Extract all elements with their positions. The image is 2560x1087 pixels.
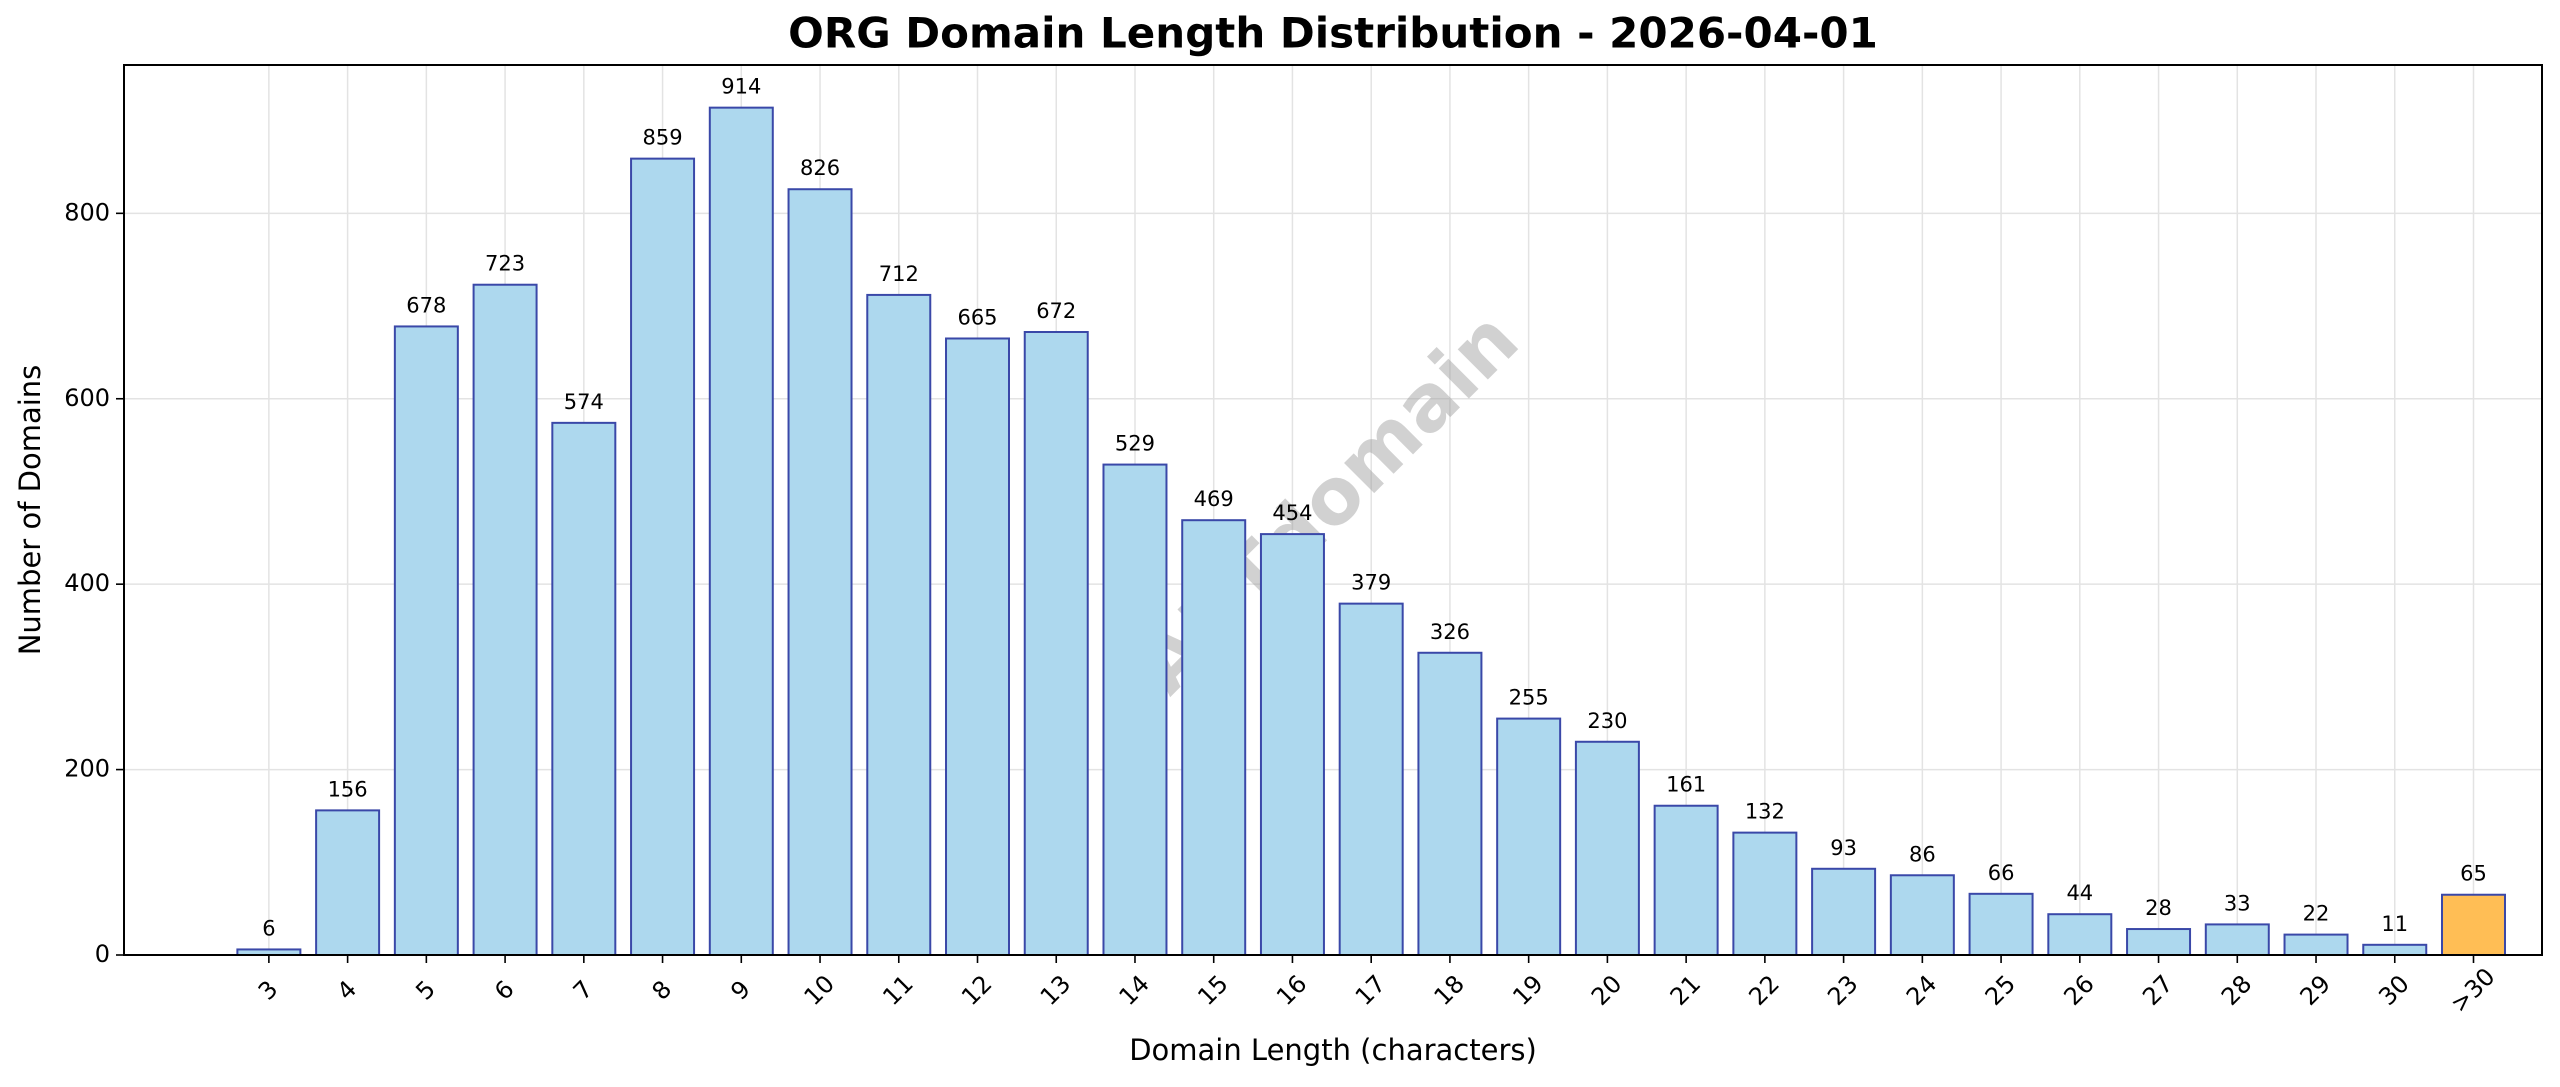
data-label: 723 [485,252,525,276]
bar [630,157,696,956]
x-tick-label: 12 [956,970,997,1011]
y-tick-label: 0 [95,940,110,968]
bar [787,188,853,956]
data-label: 469 [1194,487,1234,511]
x-tick-label: 14 [1114,970,1155,1011]
bar [1968,892,2034,956]
x-tick-label: 24 [1901,970,1942,1011]
bar [945,337,1010,957]
data-label: 93 [1830,836,1857,860]
data-label: 156 [328,777,368,801]
bar [866,293,932,956]
data-label: 132 [1745,800,1785,824]
y-axis-label: Number of Domains [13,365,47,656]
x-tick-label: 23 [1822,970,1863,1011]
bar [393,325,459,956]
data-label: 161 [1666,773,1706,797]
data-label: 678 [406,293,446,317]
x-tick-label: 25 [1980,970,2021,1011]
x-tick-label: 18 [1429,970,1470,1011]
data-label: 454 [1272,501,1312,525]
data-label: 6 [262,916,275,940]
x-tick-label: 13 [1035,970,1076,1011]
x-axis-label: Domain Length (characters) [1129,1033,1537,1067]
bar [2441,893,2506,956]
bar [1889,874,1955,956]
y-tick-label: 400 [64,569,110,597]
data-label: 826 [800,156,840,180]
x-tick-label: 22 [1743,970,1784,1011]
plot-frame [123,64,2543,956]
bar [1653,804,1719,956]
bar [1181,519,1247,957]
x-tick-label: 15 [1192,970,1233,1011]
bar [1338,602,1404,957]
data-label: 86 [1909,842,1936,866]
y-tick-label: 800 [64,198,110,226]
data-label: 379 [1351,571,1391,595]
bar [1259,533,1325,957]
bar [472,283,538,956]
data-label: 529 [1115,432,1155,456]
x-tick-label: 17 [1350,970,1391,1011]
x-tick-label: 7 [568,975,599,1006]
y-tick-label: 600 [64,384,110,412]
data-label: 672 [1036,299,1076,323]
x-tick-label: 6 [489,975,520,1006]
x-tick-label: 4 [332,975,363,1006]
y-tick-label: 200 [64,755,110,783]
data-label: 28 [2145,896,2172,920]
bar [1102,463,1168,956]
bar [1496,717,1562,956]
bar [1811,867,1877,956]
data-label: 574 [564,390,604,414]
x-tick-label: 27 [2137,970,2178,1011]
x-tick-label: 29 [2295,970,2336,1011]
x-tick-label: 8 [647,975,678,1006]
x-tick-label: 19 [1507,970,1548,1011]
data-label: 22 [2303,902,2330,926]
bar [2047,913,2113,956]
data-label: 66 [1988,861,2015,885]
bar [2283,933,2349,957]
x-tick-label: 3 [253,975,284,1006]
bar [2362,943,2428,956]
x-tick-label: 16 [1271,970,1312,1011]
data-label: 230 [1587,709,1627,733]
x-tick-label: 10 [799,970,840,1011]
bar [1417,651,1483,956]
data-label: 665 [957,305,997,329]
bar [1732,831,1798,956]
x-tick-label: 30 [2373,970,2414,1011]
x-tick-label: 11 [877,970,918,1011]
chart-title: ORG Domain Length Distribution - 2026-04… [788,9,1878,58]
bar [2126,928,2192,957]
x-tick-label: 20 [1586,970,1627,1011]
bar [1574,740,1640,956]
bar [708,106,774,957]
data-label: 255 [1509,686,1549,710]
bar [551,421,617,956]
bar [1023,331,1089,956]
data-label: 65 [2460,862,2487,886]
x-tick-label: 26 [2058,970,2099,1011]
data-label: 11 [2381,912,2408,936]
x-tick-label: 5 [410,975,441,1006]
data-label: 914 [721,75,761,99]
x-tick-label: >30 [2445,962,2501,1018]
data-label: 859 [643,126,683,150]
data-label: 33 [2224,891,2251,915]
bar [2204,923,2270,956]
x-tick-label: 9 [725,975,756,1006]
data-label: 44 [2066,881,2093,905]
x-tick-label: 21 [1665,970,1706,1011]
x-tick-label: 28 [2216,970,2257,1011]
bar [315,809,381,956]
data-label: 712 [879,262,919,286]
data-label: 326 [1430,620,1470,644]
